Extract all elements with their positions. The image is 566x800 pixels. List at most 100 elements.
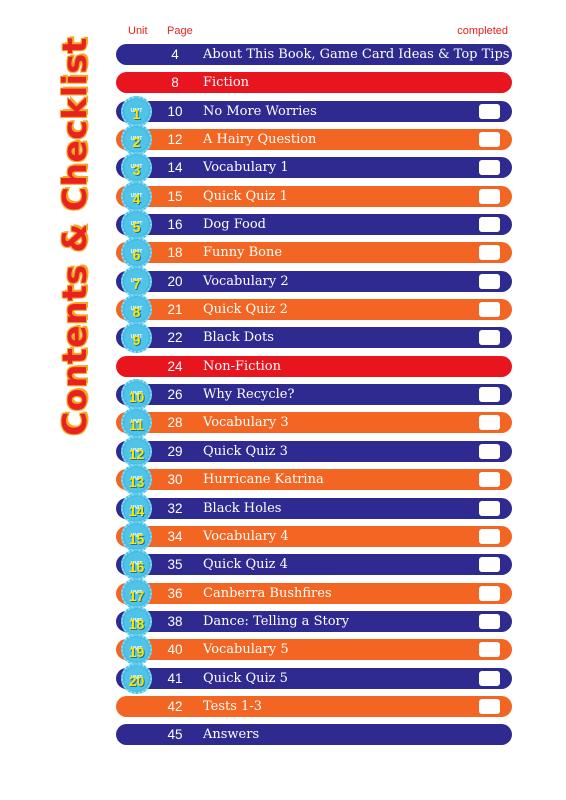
unit-badge: UNIT 18 — [121, 605, 152, 637]
unit-badge: UNIT 6 — [121, 237, 152, 269]
completed-checkbox[interactable] — [479, 670, 500, 686]
completed-checkbox[interactable] — [479, 387, 500, 403]
page-number: 30 — [167, 472, 183, 488]
unit-number: 11 — [129, 417, 144, 434]
page-number: 20 — [167, 273, 183, 289]
contents-row: UNIT 9 22 Black Dots — [116, 322, 512, 354]
page-number: 24 — [167, 358, 183, 374]
contents-row: UNIT 12 29 Quick Quiz 3 — [116, 435, 512, 467]
unit-badge-word: UNIT — [130, 419, 143, 426]
unit-badge: UNIT 10 — [121, 379, 152, 411]
unit-number: 6 — [132, 247, 141, 264]
unit-number: 4 — [132, 190, 141, 207]
page-number: 26 — [167, 387, 183, 403]
header-completed: completed — [457, 25, 508, 37]
section-title: Tests 1-3 — [203, 698, 262, 714]
starburst-icon — [121, 435, 152, 467]
section-title: Answers — [203, 727, 260, 743]
completed-checkbox[interactable] — [479, 245, 500, 261]
completed-checkbox[interactable] — [479, 330, 500, 346]
completed-checkbox[interactable] — [479, 132, 500, 148]
section-title: Why Recycle? — [203, 387, 295, 403]
unit-badge: UNIT 19 — [121, 634, 152, 666]
section-title: No More Worries — [203, 103, 317, 119]
contents-row: UNIT 14 32 Black Holes — [116, 492, 512, 524]
page-number: 4 — [171, 47, 179, 62]
page-number: 38 — [167, 613, 183, 629]
completed-checkbox[interactable] — [479, 188, 500, 204]
completed-checkbox[interactable] — [479, 302, 500, 318]
starburst-icon — [121, 634, 152, 666]
header-unit: Unit — [128, 25, 148, 37]
contents-row: UNIT 3 14 Vocabulary 1 — [116, 152, 512, 184]
unit-number: 1 — [132, 105, 141, 122]
contents-row: 45 Answers — [116, 724, 512, 746]
section-title: Black Dots — [203, 330, 274, 346]
header-page: Page — [167, 25, 193, 37]
section-title: Non-Fiction — [203, 358, 282, 374]
side-title: Contents & Checklist — [49, 37, 99, 436]
completed-checkbox[interactable] — [479, 585, 500, 601]
starburst-icon — [121, 180, 152, 212]
contents-row: 8 Fiction — [116, 72, 512, 94]
unit-number: 5 — [132, 219, 141, 236]
unit-badge-word: UNIT — [130, 136, 143, 143]
completed-checkbox[interactable] — [479, 103, 500, 119]
unit-badge-word: UNIT — [130, 221, 143, 228]
completed-checkbox[interactable] — [479, 557, 500, 573]
contents-row: UNIT 17 36 Canberra Bushfires — [116, 577, 512, 609]
page-number: 12 — [167, 132, 183, 148]
unit-badge-word: UNIT — [130, 617, 143, 624]
page-number: 40 — [167, 642, 183, 658]
completed-checkbox[interactable] — [479, 160, 500, 176]
unit-badge-word: UNIT — [130, 476, 143, 483]
completed-checkbox[interactable] — [479, 642, 500, 658]
section-title: Vocabulary 5 — [203, 642, 289, 658]
unit-number: 7 — [132, 275, 141, 292]
completed-checkbox[interactable] — [479, 613, 500, 629]
section-title: Funny Bone — [203, 245, 283, 261]
unit-badge: UNIT 7 — [121, 265, 152, 297]
completed-checkbox[interactable] — [479, 472, 500, 488]
contents-row: UNIT 16 35 Quick Quiz 4 — [116, 549, 512, 581]
completed-checkbox[interactable] — [479, 217, 500, 233]
contents-row: UNIT 4 15 Quick Quiz 1 — [116, 180, 512, 212]
section-title: About This Book, Game Card Ideas & Top T… — [203, 47, 510, 62]
unit-number: 3 — [132, 162, 141, 179]
page-number: 22 — [167, 330, 183, 346]
contents-row: UNIT 2 12 A Hairy Question — [116, 124, 512, 156]
section-title: Quick Quiz 2 — [203, 302, 288, 318]
page-number: 35 — [167, 557, 183, 573]
section-title: A Hairy Question — [203, 132, 317, 148]
page-number: 10 — [167, 103, 183, 119]
contents-row: UNIT 20 41 Quick Quiz 5 — [116, 662, 512, 694]
section-title: Dance: Telling a Story — [203, 613, 350, 629]
completed-checkbox[interactable] — [479, 500, 500, 516]
completed-checkbox[interactable] — [479, 415, 500, 431]
unit-number: 15 — [128, 530, 145, 547]
page-number: 32 — [167, 500, 183, 516]
page-number: 36 — [167, 585, 183, 601]
contents-row: UNIT 7 20 Vocabulary 2 — [116, 265, 512, 297]
completed-checkbox[interactable] — [479, 528, 500, 544]
unit-number: 9 — [132, 332, 141, 349]
unit-badge: UNIT 15 — [121, 520, 152, 552]
section-title: Quick Quiz 3 — [203, 443, 288, 459]
unit-badge: UNIT 14 — [121, 492, 152, 524]
unit-badge: UNIT 4 — [121, 180, 152, 212]
section-title: Dog Food — [203, 217, 266, 233]
contents-row: UNIT 15 34 Vocabulary 4 — [116, 520, 512, 552]
unit-badge: UNIT 1 — [121, 95, 152, 127]
page-number: 41 — [167, 670, 183, 686]
contents-row: UNIT 8 21 Quick Quiz 2 — [116, 294, 512, 326]
completed-checkbox[interactable] — [479, 698, 500, 714]
contents-row: UNIT 13 30 Hurricane Katrina — [116, 464, 512, 496]
page-number: 8 — [171, 75, 179, 91]
unit-number: 20 — [128, 672, 145, 689]
unit-badge-word: UNIT — [130, 164, 143, 171]
contents-row: UNIT 10 26 Why Recycle? — [116, 379, 512, 411]
unit-badge-word: UNIT — [130, 107, 143, 114]
section-title: Vocabulary 3 — [203, 415, 289, 431]
completed-checkbox[interactable] — [479, 443, 500, 459]
completed-checkbox[interactable] — [479, 273, 500, 289]
